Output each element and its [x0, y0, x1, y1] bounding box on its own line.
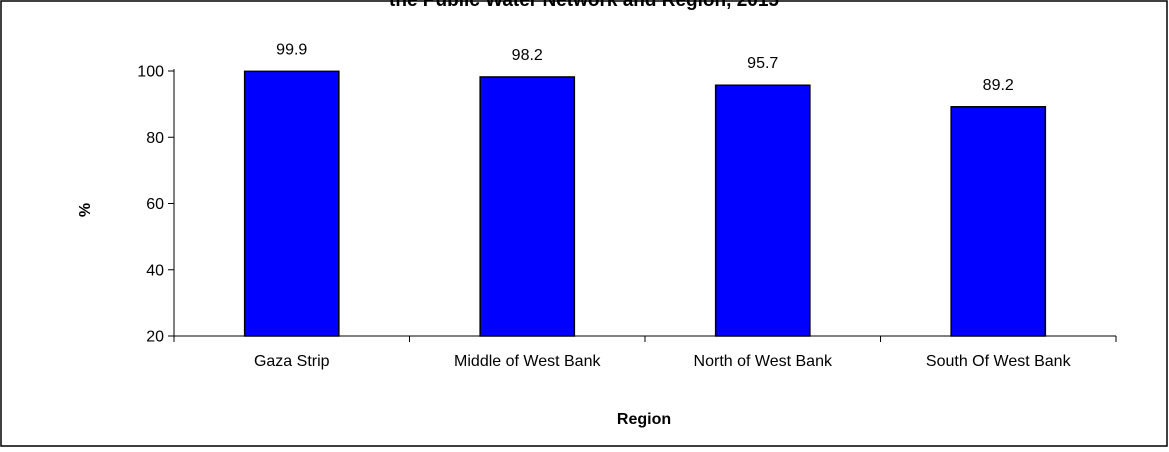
x-category-label: South Of West Bank [926, 353, 1072, 370]
bar [714, 84, 811, 337]
data-label: 89.2 [983, 77, 1014, 94]
y-tick-label: 60 [146, 196, 164, 213]
data-label: 98.2 [512, 47, 543, 64]
bar [950, 106, 1047, 337]
bars-group [243, 70, 1047, 337]
y-tick-label: 100 [137, 64, 164, 81]
x-axis: Gaza Strip Middle of West Bank North of We… [173, 335, 1117, 370]
y-tick-label: 20 [146, 329, 164, 346]
y-tick-label: 40 [146, 262, 164, 279]
data-label: 99.9 [276, 41, 307, 58]
y-axis-title: % [77, 203, 94, 217]
data-labels-group: 99.9 98.2 95.7 89.2 [276, 41, 1014, 93]
x-category-label: Middle of West Bank [454, 353, 601, 370]
x-category-label: Gaza Strip [254, 353, 330, 370]
y-axis: 20 40 60 80 100 [137, 64, 175, 346]
x-category-label: North of West Bank [694, 353, 833, 370]
chart-title: the Public Water Network and Region, 201… [389, 0, 779, 11]
bar [479, 76, 576, 337]
bar [243, 70, 340, 337]
data-label: 95.7 [747, 55, 778, 72]
x-axis-title: Region [617, 411, 671, 428]
y-tick-label: 80 [146, 130, 164, 147]
